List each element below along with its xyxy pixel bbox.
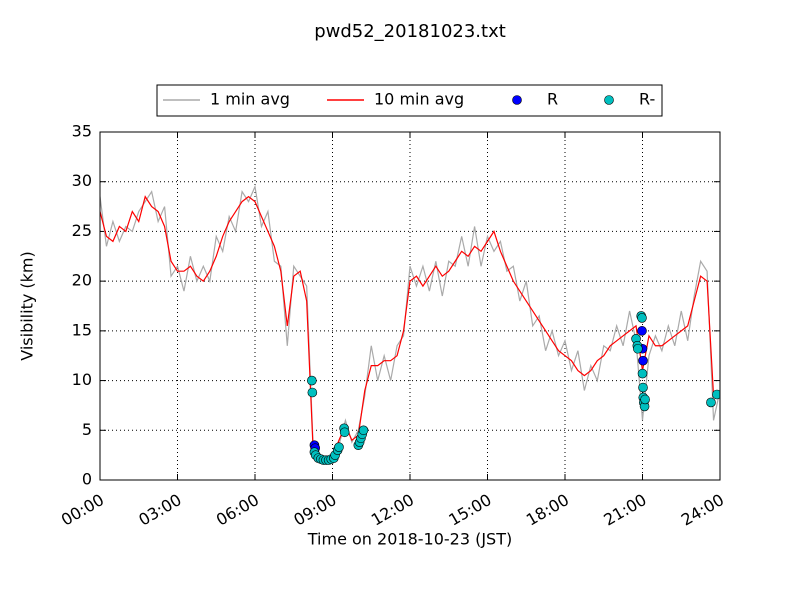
y-tick-label: 35 [72, 122, 92, 141]
series-line [100, 184, 720, 460]
marker [637, 326, 647, 336]
legend-label: 1 min avg [210, 90, 290, 109]
legend: 1 min avg 10 min avg R R- [156, 84, 663, 117]
plot-frame [99, 131, 721, 481]
y-tick-label: 15 [72, 320, 92, 339]
marker [307, 375, 317, 386]
marker [307, 387, 318, 398]
y-tick-label: 30 [72, 171, 92, 190]
legend-box [156, 84, 663, 117]
y-tick-label: 10 [72, 370, 92, 389]
plot-area [100, 184, 720, 465]
marker [637, 313, 647, 323]
y-tick-label: 5 [82, 420, 92, 439]
marker [638, 382, 648, 393]
legend-swatch [512, 95, 522, 105]
marker [638, 355, 648, 366]
series-line [100, 195, 720, 461]
marker [633, 343, 643, 354]
y-tick-label: 0 [82, 470, 92, 489]
marker [339, 427, 350, 438]
marker [712, 389, 720, 400]
legend-label: 10 min avg [374, 90, 464, 109]
legend-swatch [604, 95, 614, 105]
marker [334, 442, 344, 452]
y-tick-label: 25 [72, 221, 92, 240]
y-axis-label: Visibility (km) [18, 251, 37, 360]
x-axis-label: Time on 2018-10-23 (JST) [307, 530, 512, 549]
marker [640, 394, 650, 405]
marker [358, 425, 369, 436]
legend-label: R [547, 90, 558, 109]
legend-label: R- [639, 90, 655, 109]
marker [706, 397, 716, 408]
marker [637, 368, 648, 379]
y-tick-label: 20 [72, 271, 92, 290]
chart-title: pwd52_20181023.txt [314, 21, 506, 42]
